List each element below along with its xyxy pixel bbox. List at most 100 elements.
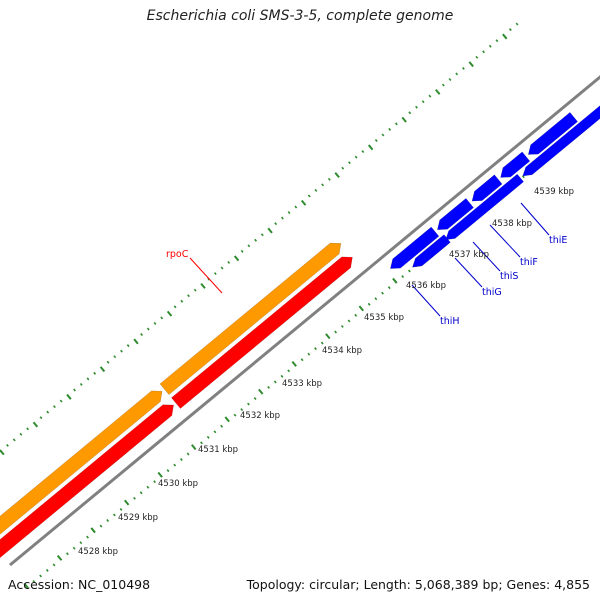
tick-mark — [314, 188, 318, 192]
tick-mark — [515, 22, 519, 26]
tick-mark — [193, 288, 197, 292]
gene-label-thiG: thiG — [482, 287, 502, 298]
tick-mark — [53, 405, 56, 409]
tick-mark — [291, 360, 297, 367]
gene-arrow-thi — [390, 226, 440, 269]
tick-mark — [0, 449, 5, 456]
tick-mark — [260, 233, 264, 237]
tick-mark — [354, 155, 358, 159]
tick-mark — [381, 133, 385, 137]
gene-arrow-thi — [471, 174, 503, 202]
tick-mark — [387, 286, 391, 290]
callout-line-thiE — [520, 202, 550, 236]
tick-mark — [267, 385, 270, 389]
tick-mark — [52, 563, 56, 567]
tick-mark — [367, 144, 374, 151]
tick-mark — [6, 443, 9, 447]
gene-features — [0, 105, 600, 559]
tick-mark — [73, 388, 76, 392]
tick-mark — [233, 413, 237, 417]
tick-mark — [233, 255, 240, 262]
tick-mark — [200, 441, 203, 445]
tick-mark — [354, 313, 358, 317]
tick-mark — [347, 319, 351, 323]
gene-arrow-thi — [500, 151, 531, 178]
tick-mark — [488, 44, 492, 48]
tick-mark — [123, 499, 130, 506]
tick-mark — [32, 580, 36, 583]
tick-mark — [99, 524, 103, 528]
callout-line-rpoC — [189, 257, 223, 294]
tick-mark — [86, 535, 89, 539]
tick-mark — [334, 172, 340, 179]
tick-mark — [468, 61, 474, 68]
tick-mark — [113, 355, 117, 359]
map-title: Escherichia coli SMS-3-5, complete genom… — [146, 8, 454, 24]
tick-mark — [307, 352, 311, 356]
tick-mark — [139, 491, 143, 495]
gene-arrow-forward — [0, 390, 163, 535]
tick-mark — [120, 349, 123, 353]
tick-mark — [173, 305, 177, 309]
gene-label-rpoC: rpoC — [166, 249, 189, 260]
tick-mark — [408, 111, 412, 115]
gene-label-thiS: thiS — [500, 271, 518, 282]
tick-mark — [227, 260, 231, 264]
tick-mark — [421, 100, 425, 104]
tick-mark — [407, 269, 411, 273]
tick-mark — [462, 66, 465, 70]
tick-mark — [521, 175, 525, 179]
tick-mark — [267, 227, 273, 234]
tick-mark — [166, 310, 173, 317]
tick-mark — [179, 458, 183, 461]
tick-mark — [112, 513, 116, 517]
tick-mark — [99, 366, 106, 373]
tick-mark — [394, 122, 398, 126]
tick-mark — [133, 338, 139, 345]
position-label: 4535 kbp — [364, 313, 404, 323]
tick-mark — [280, 374, 284, 378]
tick-mark — [12, 438, 16, 442]
tick-mark — [334, 330, 338, 334]
tick-mark — [448, 78, 452, 81]
tick-mark — [253, 397, 257, 401]
callout-line-thiS — [472, 241, 501, 272]
tick-mark — [66, 393, 72, 400]
tick-mark — [401, 116, 407, 123]
tick-mark — [39, 416, 43, 420]
tick-mark — [157, 471, 163, 478]
callout-line-thiF — [489, 224, 521, 258]
tick-mark — [307, 194, 311, 198]
tick-mark — [160, 316, 164, 320]
tick-mark — [186, 452, 190, 456]
position-label: 4539 kbp — [534, 187, 574, 197]
tick-mark — [273, 380, 277, 384]
position-label: 4532 kbp — [240, 411, 280, 421]
tick-mark — [140, 333, 144, 337]
tick-mark — [475, 55, 479, 59]
tick-mark — [153, 480, 157, 484]
position-label: 4538 kbp — [492, 219, 532, 229]
gene-arrow-thi — [527, 111, 578, 155]
tick-mark — [200, 283, 206, 289]
position-label: 4531 kbp — [198, 445, 238, 455]
tick-mark — [254, 238, 257, 242]
position-label: 4537 kbp — [449, 250, 489, 260]
tick-mark — [258, 388, 264, 395]
tick-mark — [482, 50, 485, 54]
tick-mark — [381, 291, 384, 295]
tick-mark — [247, 244, 251, 248]
tick-mark — [191, 444, 197, 451]
tick-mark — [340, 324, 344, 328]
tick-mark — [341, 166, 345, 170]
gene-arrow-thi — [522, 105, 600, 177]
position-label: 4530 kbp — [158, 479, 198, 489]
tick-mark — [358, 305, 365, 312]
gene-label-thiE: thiE — [549, 235, 567, 246]
tick-mark — [59, 399, 63, 403]
tick-mark — [146, 485, 150, 489]
tick-mark — [45, 568, 49, 572]
tick-mark — [435, 88, 441, 95]
tick-mark — [300, 199, 307, 206]
